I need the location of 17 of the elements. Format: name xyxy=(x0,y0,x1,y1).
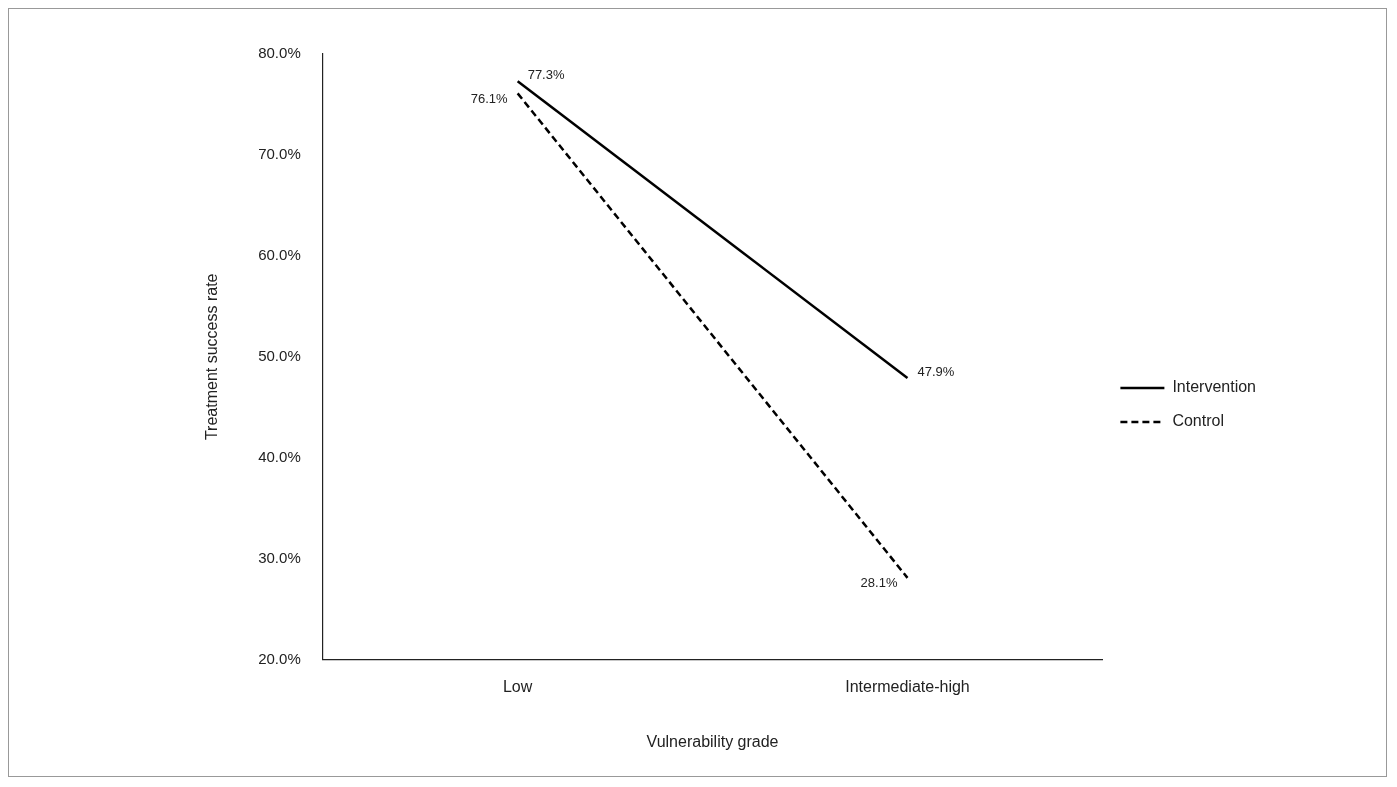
y-tick-label: 40.0% xyxy=(258,447,301,465)
x-axis-title: Vulnerability grade xyxy=(646,732,779,750)
data-label: 28.1% xyxy=(860,575,898,591)
y-tick-label: 60.0% xyxy=(258,246,301,264)
y-tick-label: 20.0% xyxy=(258,649,301,667)
data-label: 76.1% xyxy=(470,90,509,106)
y-tick-label: 80.0% xyxy=(258,44,301,62)
data-label: 47.9% xyxy=(917,363,955,379)
x-tick-label: Low xyxy=(502,677,533,695)
data-label: 77.3% xyxy=(527,66,565,82)
legend-label: Control xyxy=(1172,412,1224,430)
y-tick-label: 50.0% xyxy=(258,346,301,364)
y-tick-label: 70.0% xyxy=(258,145,301,163)
y-tick-label: 30.0% xyxy=(258,548,301,566)
x-tick-label: Intermediate-high xyxy=(845,677,970,695)
legend-label: Intervention xyxy=(1172,378,1256,396)
y-axis-title: Treatment success rate xyxy=(203,273,221,441)
